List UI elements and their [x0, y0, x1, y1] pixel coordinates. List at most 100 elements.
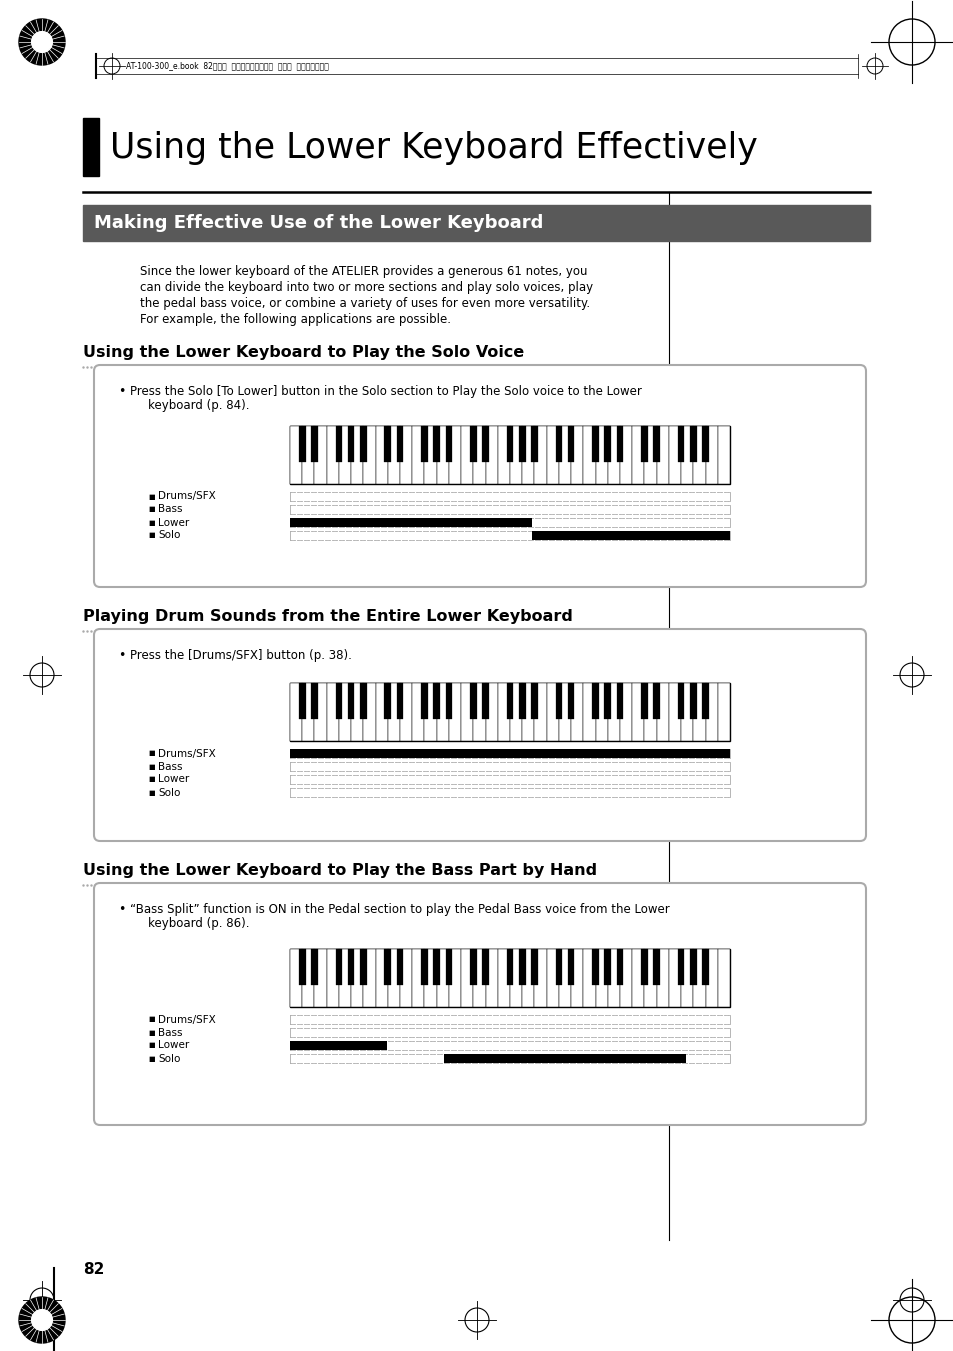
Bar [653, 426, 659, 462]
Bar [363, 948, 375, 1006]
Bar [680, 684, 693, 740]
Bar [644, 948, 656, 1006]
Bar [387, 948, 399, 1006]
Text: Press the [Drums/SFX] button (p. 38).: Press the [Drums/SFX] button (p. 38). [130, 648, 352, 662]
Bar [521, 948, 534, 1006]
Bar [335, 684, 342, 719]
Bar [387, 684, 399, 740]
Bar [632, 948, 644, 1006]
Bar [485, 948, 497, 1006]
Bar [351, 684, 363, 740]
Bar [359, 684, 366, 719]
Bar [290, 948, 302, 1006]
Bar [326, 948, 338, 1006]
FancyBboxPatch shape [94, 630, 865, 842]
Bar [567, 426, 574, 462]
Text: ■: ■ [148, 532, 154, 539]
Bar [592, 426, 598, 462]
Text: •: • [118, 902, 125, 916]
Bar [314, 684, 326, 740]
Bar [298, 426, 305, 462]
Bar [571, 684, 582, 740]
Bar [348, 684, 355, 719]
Bar [314, 948, 326, 1006]
Bar [83, 118, 99, 176]
Bar [348, 426, 355, 462]
Bar [717, 426, 729, 484]
Text: ■: ■ [148, 1029, 154, 1035]
Bar [433, 684, 439, 719]
Bar [582, 426, 595, 484]
Bar [521, 426, 534, 484]
Text: 82: 82 [83, 1262, 104, 1277]
Bar [302, 426, 314, 484]
Bar [481, 426, 488, 462]
Bar [485, 684, 497, 740]
Bar [420, 684, 427, 719]
Bar [607, 426, 619, 484]
Text: ■: ■ [148, 1016, 154, 1023]
Bar [497, 684, 510, 740]
Bar [470, 426, 476, 462]
Polygon shape [19, 1297, 65, 1343]
Text: Solo: Solo [158, 1054, 180, 1063]
Text: can divide the keyboard into two or more sections and play solo voices, play: can divide the keyboard into two or more… [140, 281, 593, 295]
Bar [338, 684, 351, 740]
Bar [412, 948, 424, 1006]
Text: ■: ■ [148, 520, 154, 526]
Bar [396, 426, 403, 462]
Bar [518, 426, 525, 462]
Polygon shape [31, 1309, 52, 1331]
Bar [449, 684, 460, 740]
Bar [558, 426, 571, 484]
Text: ■: ■ [148, 763, 154, 770]
Bar [497, 948, 510, 1006]
Bar [518, 948, 525, 985]
Text: ■: ■ [148, 777, 154, 782]
Bar [717, 684, 729, 740]
Bar [290, 684, 302, 740]
Bar [701, 426, 708, 462]
Bar [701, 684, 708, 719]
Bar [298, 684, 305, 719]
Text: ■: ■ [148, 1055, 154, 1062]
Bar [506, 684, 513, 719]
Bar [510, 684, 521, 740]
Text: Playing Drum Sounds from the Entire Lower Keyboard: Playing Drum Sounds from the Entire Lowe… [83, 609, 572, 624]
Bar [290, 948, 729, 1006]
Bar [481, 684, 488, 719]
Bar [571, 948, 582, 1006]
Bar [555, 948, 561, 985]
Bar [595, 426, 607, 484]
Bar [534, 684, 546, 740]
Text: Solo: Solo [158, 788, 180, 797]
Text: ■: ■ [148, 493, 154, 500]
Bar [433, 426, 439, 462]
Text: ■: ■ [148, 507, 154, 512]
Bar [424, 948, 436, 1006]
Text: ■: ■ [148, 1043, 154, 1048]
Bar [436, 684, 449, 740]
Text: keyboard (p. 86).: keyboard (p. 86). [148, 917, 250, 929]
Text: Bass: Bass [158, 762, 182, 771]
Bar [384, 426, 391, 462]
Bar [445, 948, 452, 985]
Bar [335, 426, 342, 462]
Bar [290, 426, 302, 484]
Bar [604, 426, 611, 462]
Bar [592, 948, 598, 985]
Bar [384, 948, 391, 985]
Text: Press the Solo [To Lower] button in the Solo section to Play the Solo voice to t: Press the Solo [To Lower] button in the … [130, 385, 641, 399]
Bar [582, 684, 595, 740]
Bar [619, 948, 632, 1006]
Text: Solo: Solo [158, 531, 180, 540]
Bar [510, 426, 521, 484]
Bar [619, 426, 632, 484]
Text: keyboard (p. 84).: keyboard (p. 84). [148, 399, 250, 412]
Bar [567, 684, 574, 719]
Bar [460, 684, 473, 740]
Bar [705, 948, 717, 1006]
Text: the pedal bass voice, or combine a variety of uses for even more versatility.: the pedal bass voice, or combine a varie… [140, 297, 590, 309]
Bar [302, 684, 314, 740]
Text: ■: ■ [148, 751, 154, 757]
